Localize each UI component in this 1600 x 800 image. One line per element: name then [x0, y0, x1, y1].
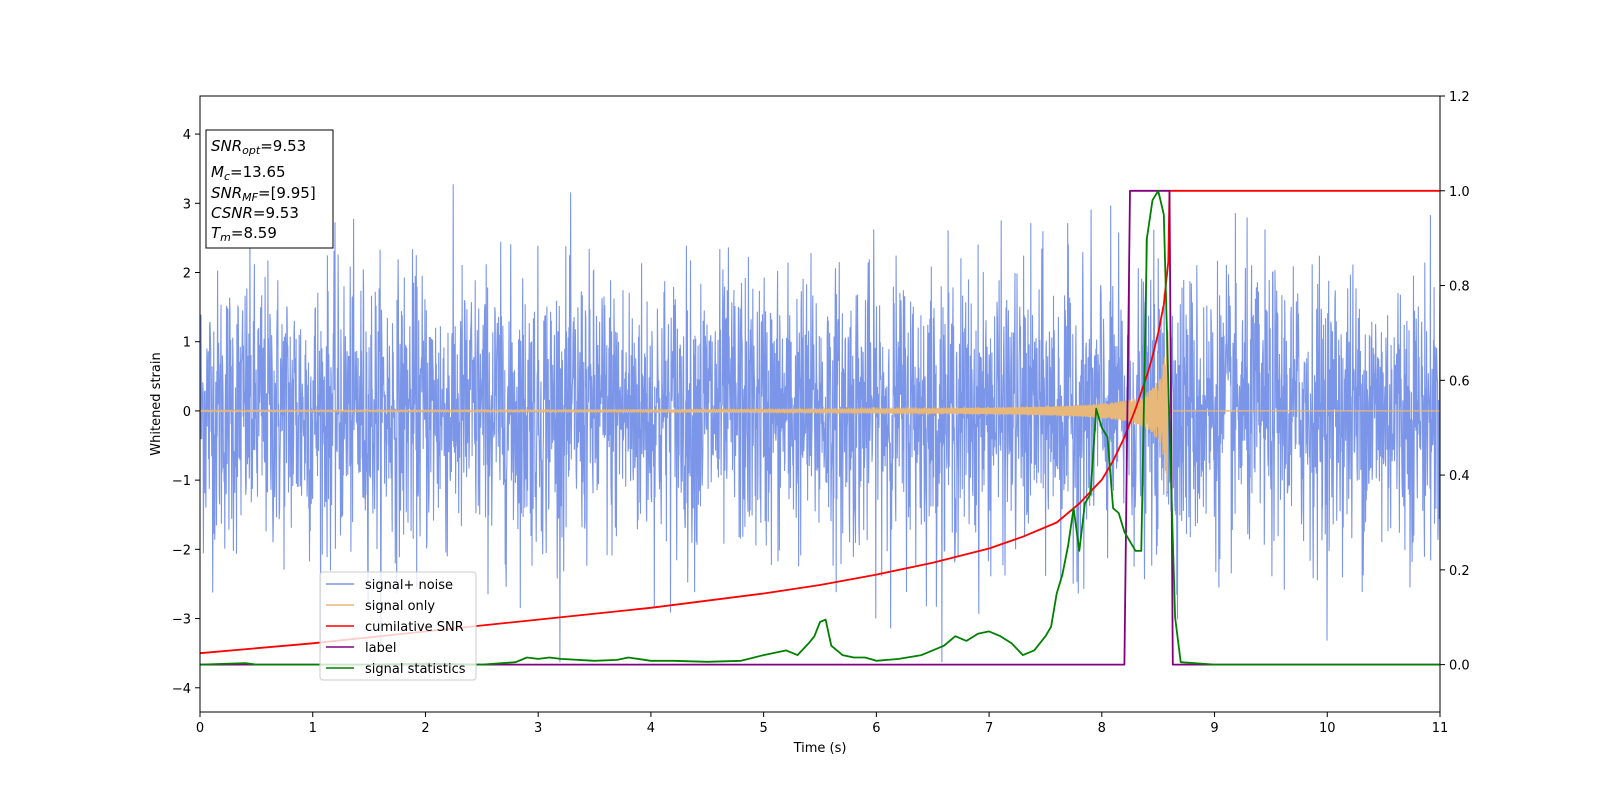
annotation-snr-opt: SNRopt=9.53	[211, 137, 306, 157]
y-right-tick-label: 0.6	[1449, 374, 1470, 389]
x-tick-label: 9	[1210, 721, 1218, 736]
x-axis: 0 1 2 3 4 5 6 7 8 9 10 11	[196, 712, 1448, 736]
y-right-tick-label: 0.8	[1449, 280, 1470, 295]
x-tick-label: 10	[1319, 721, 1336, 736]
x-tick-label: 6	[872, 721, 880, 736]
annotation-snr-mf: SNRMF=[9.95]	[211, 184, 316, 204]
annotation-frame	[205, 129, 334, 249]
y-left-tick-label: −4	[172, 682, 191, 697]
y-right-tick-label: 0.2	[1449, 564, 1470, 579]
annotation-tm: Tm=8.59	[211, 224, 277, 244]
x-tick-label: 0	[196, 721, 204, 736]
series-signal-noise	[200, 184, 1440, 663]
y-left-tick-label: 2	[183, 266, 191, 281]
y-axis-label: Whitened strain	[149, 352, 164, 455]
legend-label-signal-statistics: signal statistics	[365, 662, 466, 677]
y-left-tick-label: −3	[172, 613, 191, 628]
x-tick-label: 1	[309, 721, 317, 736]
legend-label-label: label	[365, 641, 396, 656]
legend: signal+ noise signal only cumilative SNR…	[319, 571, 477, 681]
x-tick-label: 2	[421, 721, 429, 736]
y-right-tick-label: 1.2	[1449, 90, 1470, 105]
legend-label-signal-noise: signal+ noise	[365, 578, 453, 593]
y-left-tick-label: 4	[183, 128, 191, 143]
y-left-tick-label: −2	[172, 543, 191, 558]
y-axis-left: −4 −3 −2 −1 0 1 2 3 4	[172, 128, 200, 697]
x-tick-label: 4	[647, 721, 655, 736]
x-tick-label: 8	[1098, 721, 1106, 736]
series-signal-statistics	[200, 189, 1440, 666]
legend-label-signal-only: signal only	[365, 599, 435, 614]
y-left-tick-label: 3	[183, 197, 191, 212]
legend-label-cumulative-snr: cumilative SNR	[365, 620, 464, 635]
legend-frame	[319, 571, 477, 681]
annotation-mc: Mc=13.65	[211, 163, 286, 183]
x-axis-label: Time (s)	[793, 741, 847, 756]
plot-frame	[199, 95, 1441, 713]
series-signal-only	[200, 330, 1440, 492]
y-right-tick-label: 0.0	[1449, 659, 1470, 674]
series-layer	[200, 184, 1440, 666]
y-left-tick-label: 0	[183, 405, 191, 420]
y-right-tick-label: 1.0	[1449, 185, 1470, 200]
x-tick-label: 3	[534, 721, 542, 736]
y-right-tick-label: 0.4	[1449, 469, 1470, 484]
y-axis-right: 0.0 0.2 0.4 0.6 0.8 1.0 1.2	[1440, 90, 1470, 674]
x-tick-label: 11	[1432, 721, 1449, 736]
x-tick-label: 7	[985, 721, 993, 736]
x-tick-label: 5	[759, 721, 767, 736]
y-left-tick-label: −1	[172, 474, 191, 489]
annotation-box: SNRopt=9.53 Mc=13.65 SNRMF=[9.95] CSNR=9…	[205, 129, 334, 249]
y-left-tick-label: 1	[183, 336, 191, 351]
annotation-csnr: CSNR=9.53	[211, 204, 299, 222]
